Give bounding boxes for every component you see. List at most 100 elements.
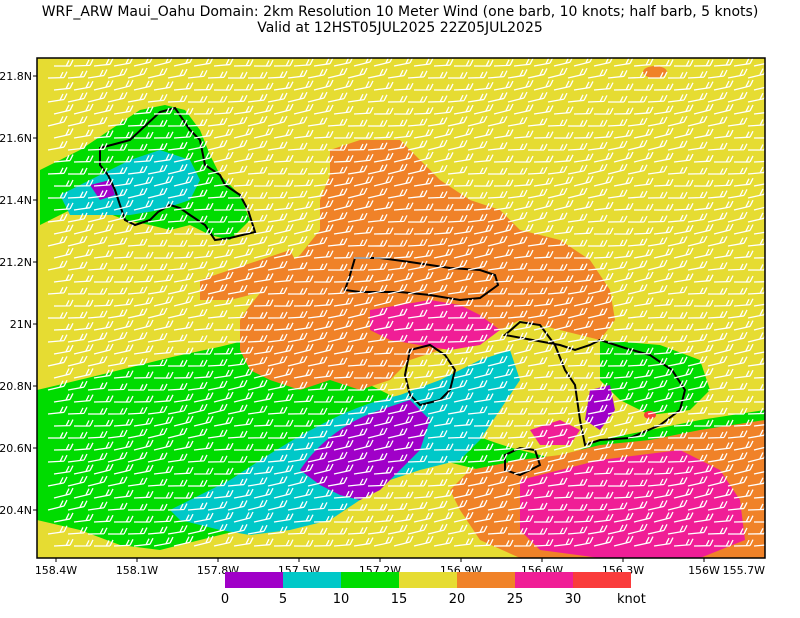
wind-barb xyxy=(167,479,188,487)
wind-barb xyxy=(633,297,654,307)
wind-barb xyxy=(147,307,168,319)
wind-barb xyxy=(427,259,448,271)
wind-barb xyxy=(227,455,248,463)
wind-barb xyxy=(467,476,488,487)
wind-barb xyxy=(253,443,274,451)
wind-barb xyxy=(493,487,514,499)
wind-barb xyxy=(613,129,634,139)
wind-barb xyxy=(707,91,728,103)
wind-barb xyxy=(193,490,214,499)
wind-barb xyxy=(333,319,354,331)
wind-barb xyxy=(633,467,654,475)
wind-barb xyxy=(293,514,314,523)
wind-barb xyxy=(247,71,268,79)
wind-barb xyxy=(513,514,534,523)
wind-barb xyxy=(453,323,474,331)
wind-barb xyxy=(573,465,594,475)
wind-barb xyxy=(573,536,594,547)
wind-barb xyxy=(687,191,708,199)
wind-barb xyxy=(607,189,628,199)
wind-barb xyxy=(513,130,534,139)
wind-barb xyxy=(333,395,354,403)
wind-barb xyxy=(273,442,294,451)
wind-barb xyxy=(213,177,234,187)
wind-barb xyxy=(633,128,654,139)
wind-barb xyxy=(427,191,448,199)
wind-barb xyxy=(547,119,568,127)
wind-barb xyxy=(713,178,734,187)
wind-barb xyxy=(753,401,765,403)
wind-barb xyxy=(427,523,448,535)
wind-barb xyxy=(553,199,574,211)
lanai-outline xyxy=(403,343,457,407)
wind-barb xyxy=(627,501,648,511)
wind-barb xyxy=(433,391,454,403)
wind-barb xyxy=(307,211,328,223)
wind-barb xyxy=(207,403,228,415)
wind-barb xyxy=(107,287,128,295)
wind-barb xyxy=(247,166,268,175)
wind-barb xyxy=(727,452,748,463)
wind-barb xyxy=(207,190,228,199)
wind-barb xyxy=(373,58,393,67)
wind-barb xyxy=(233,298,254,307)
wind-barb xyxy=(733,130,754,139)
wind-barb xyxy=(647,404,668,415)
wind-barb xyxy=(253,247,274,259)
wind-barb xyxy=(233,391,254,403)
wind-barb xyxy=(147,332,168,343)
wind-barb xyxy=(553,417,574,427)
wind-barb xyxy=(433,346,454,355)
wind-barb xyxy=(153,175,174,187)
wind-barb xyxy=(553,80,574,91)
wind-barb xyxy=(473,443,494,451)
wind-barb xyxy=(647,165,668,175)
wind-barb xyxy=(247,356,268,367)
wind-barb xyxy=(47,406,68,415)
wind-barb xyxy=(273,513,294,523)
wind-barb xyxy=(567,478,588,487)
wind-barb xyxy=(287,355,308,367)
wind-barb xyxy=(287,142,308,151)
wind-barb xyxy=(133,371,154,379)
wind-barb xyxy=(613,296,634,307)
speed-region-25-30-channel xyxy=(530,420,580,445)
wind-barb xyxy=(733,343,754,355)
wind-barb xyxy=(327,357,348,367)
wind-barb xyxy=(127,286,148,295)
wind-barb xyxy=(287,91,308,103)
wind-barb xyxy=(533,250,554,259)
wind-barb xyxy=(233,272,254,283)
wind-barb xyxy=(327,503,348,511)
wind-barb xyxy=(667,524,688,535)
wind-barb xyxy=(273,81,294,91)
lat-tick-label: 20.8N xyxy=(0,380,32,393)
wind-barb xyxy=(527,188,548,199)
wind-barb xyxy=(413,296,434,307)
wind-barb xyxy=(553,371,574,379)
wind-barb xyxy=(453,488,474,499)
wind-barb xyxy=(667,260,688,271)
wind-barb xyxy=(573,416,594,427)
wind-barb xyxy=(213,467,234,475)
wind-barb xyxy=(213,83,234,91)
wind-barb xyxy=(187,502,208,511)
wind-barb xyxy=(487,526,508,535)
wind-barb xyxy=(393,202,414,211)
wind-barb xyxy=(153,251,174,259)
wind-barb xyxy=(73,223,94,235)
wind-barb xyxy=(293,441,314,451)
wind-barb xyxy=(527,91,548,103)
wind-barb xyxy=(387,524,408,535)
wind-barb xyxy=(293,394,314,403)
wind-barb xyxy=(467,380,488,391)
wind-barb xyxy=(527,118,548,127)
wind-barb xyxy=(307,287,328,295)
wind-barb xyxy=(493,103,514,115)
wind-barb xyxy=(347,239,368,247)
wind-barb xyxy=(573,251,594,259)
wind-barb xyxy=(647,191,668,199)
wind-barb xyxy=(93,178,114,187)
wind-barb xyxy=(667,115,688,127)
wind-barb xyxy=(607,479,628,487)
